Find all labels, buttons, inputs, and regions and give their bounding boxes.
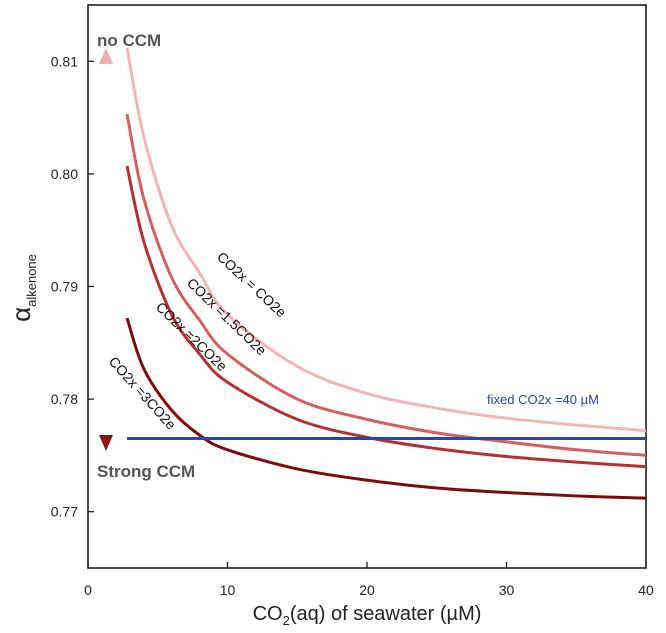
y-axis: 0.77 0.78 0.79 0.80 0.81 xyxy=(51,53,94,520)
y-tick-label: 0.77 xyxy=(51,504,78,520)
x-tick-label: 30 xyxy=(499,582,515,598)
ccm-arrow-head-down xyxy=(99,435,113,451)
y-tick-label: 0.79 xyxy=(51,279,78,295)
y-axis-title: αalkenone xyxy=(6,254,39,322)
x-tick-label: 0 xyxy=(84,582,92,598)
x-tick-label: 20 xyxy=(359,582,375,598)
strong-ccm-label: Strong CCM xyxy=(97,462,195,481)
plot-frame xyxy=(87,4,647,569)
series-layer xyxy=(125,47,646,500)
y-title-sub: alkenone xyxy=(24,254,39,307)
fixed-line-label: fixed CO2x =40 µM xyxy=(487,392,599,407)
x-title-sub: 2 xyxy=(283,613,290,628)
ccm-arrow xyxy=(99,48,113,451)
x-tick-label: 40 xyxy=(638,582,654,598)
x-axis-title: CO2(aq) of seawater (µM) xyxy=(253,603,482,628)
series-line-3 xyxy=(125,165,646,469)
y-tick-label: 0.80 xyxy=(51,166,78,182)
series-line-2 xyxy=(125,113,646,457)
series-line-4 xyxy=(125,317,646,500)
x-title-rest: (aq) of seawater (µM) xyxy=(290,603,482,625)
no-ccm-label: no CCM xyxy=(97,31,161,50)
y-title-main: α xyxy=(6,307,36,322)
y-tick-label: 0.81 xyxy=(51,53,78,69)
x-tick-label: 10 xyxy=(220,582,236,598)
y-tick-label: 0.78 xyxy=(51,391,78,407)
x-title-main: CO xyxy=(253,603,283,625)
x-axis: 0 10 20 30 40 xyxy=(84,562,654,598)
series-line-1 xyxy=(125,47,646,433)
ccm-arrow-head-up xyxy=(99,48,113,64)
